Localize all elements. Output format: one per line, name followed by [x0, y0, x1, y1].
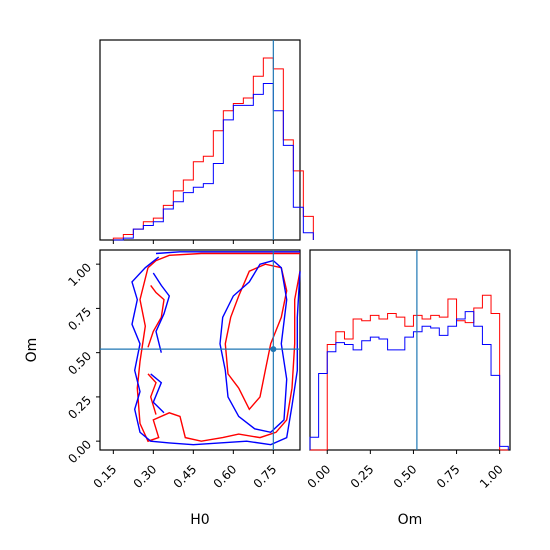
om-hist-tick-label-2: 0.50 [391, 462, 420, 491]
h0-tick-label-4: 0.75 [251, 462, 280, 491]
blue-contour-1 [131, 256, 301, 446]
h0-om-contours [131, 251, 301, 446]
h0-histogram-ticks [112, 240, 274, 244]
h0-red-histogram [112, 57, 314, 240]
h0-axis-ticks: 0.15 0.30 0.45 0.60 0.75 [91, 450, 280, 491]
om-hist-tick-label-1: 0.25 [348, 462, 377, 491]
red-contour-2 [224, 263, 288, 411]
h0-tick-label-2: 0.45 [171, 462, 200, 491]
om-tick-label-2: 0.50 [65, 349, 94, 378]
truth-point [270, 346, 277, 353]
om-blue-histogram [309, 311, 509, 450]
om-tick-label-0: 0.00 [65, 437, 94, 466]
om-tick-label-3: 0.75 [65, 305, 94, 334]
h0-histogram-panel [99, 39, 314, 244]
om-hist-tick-label-0: 0.00 [305, 462, 334, 491]
om-axis-label: Om [24, 338, 40, 363]
h0-tick-label-3: 0.60 [211, 462, 240, 491]
blue-contour-4 [150, 373, 165, 414]
om-tick-label-4: 1.00 [65, 260, 94, 289]
blue-contour-2 [219, 259, 288, 434]
red-contour-1 [136, 267, 301, 443]
blue-contour-0 [155, 251, 300, 255]
om-red-histogram [310, 294, 509, 451]
red-contour-0 [147, 252, 300, 269]
h0-om-2d-panel: 0.15 0.30 0.45 0.60 0.75 0.00 0.25 0.50 0.75 1.0… [24, 249, 301, 528]
h0-blue-histogram [113, 82, 314, 241]
om-tick-label-1: 0.25 [65, 393, 94, 422]
om-axis-label-bottom: Om [398, 512, 423, 528]
om-hist-tick-label-3: 0.75 [434, 462, 463, 491]
red-contour-3 [147, 284, 165, 348]
h0-tick-label-1: 0.30 [131, 462, 160, 491]
blue-contour-3 [152, 272, 171, 353]
om-histogram-ticks: 0.00 0.25 0.50 0.75 1.00 [305, 450, 506, 491]
om-axis-ticks: 0.00 0.25 0.50 0.75 1.00 [65, 260, 100, 466]
om-histogram-frame [309, 249, 511, 451]
h0-histogram-frame [99, 39, 301, 241]
h0-axis-label: H0 [190, 512, 209, 528]
om-hist-tick-label-4: 1.00 [477, 462, 506, 491]
h0-tick-label-0: 0.15 [91, 462, 120, 491]
red-contour-4 [147, 373, 157, 415]
h0-om-frame [99, 249, 301, 451]
om-histogram-panel: 0.00 0.25 0.50 0.75 1.00 Om [305, 249, 511, 528]
